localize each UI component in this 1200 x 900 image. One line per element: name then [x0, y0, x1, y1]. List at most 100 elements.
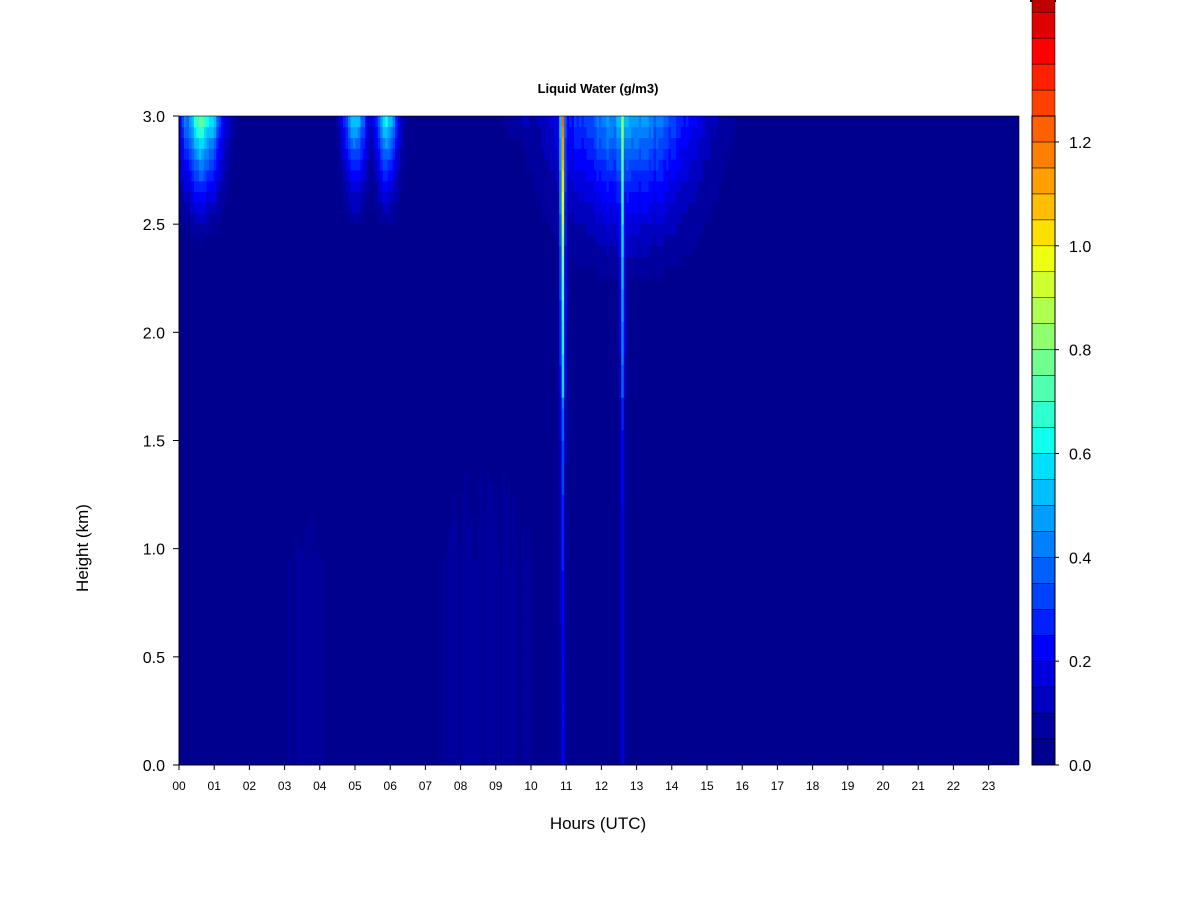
- heatmap-cell: [561, 537, 565, 550]
- heatmap-cell: [698, 202, 702, 214]
- heatmap-cell: [564, 710, 568, 723]
- heatmap-cell: [479, 754, 483, 766]
- heatmap-cell: [648, 213, 652, 225]
- heatmap-cell: [487, 570, 490, 582]
- heatmap-cell: [300, 624, 304, 636]
- heatmap-cell: [454, 581, 458, 593]
- heatmap-cell: [643, 267, 647, 279]
- heatmap-cell: [598, 170, 602, 182]
- heatmap-cell: [608, 234, 612, 247]
- heatmap-cell: [561, 386, 565, 398]
- heatmap-cell: [574, 148, 577, 160]
- heatmap-cell: [467, 710, 471, 723]
- heatmap-cell: [213, 213, 217, 225]
- heatmap-cell: [489, 537, 493, 550]
- heatmap-cell: [653, 126, 657, 139]
- heatmap-cell: [509, 624, 513, 636]
- heatmap-cell: [504, 581, 508, 593]
- x-tick-label: 19: [841, 779, 855, 793]
- x-tick-label: 21: [912, 779, 926, 793]
- heatmap-cell: [305, 570, 309, 582]
- heatmap-cell: [618, 267, 622, 279]
- heatmap-cell: [489, 548, 493, 560]
- heatmap-cell: [447, 602, 451, 614]
- heatmap-cell: [487, 516, 490, 528]
- heatmap-cell: [621, 289, 625, 301]
- heatmap-cell: [345, 191, 349, 203]
- heatmap-cell: [698, 137, 702, 149]
- heatmap-cell: [618, 743, 622, 755]
- heatmap-cell: [606, 256, 610, 268]
- heatmap-cell: [556, 159, 560, 171]
- heatmap-cell: [509, 126, 513, 139]
- heatmap-cell: [467, 537, 471, 550]
- heatmap-cell: [201, 234, 205, 247]
- heatmap-cell: [497, 721, 500, 733]
- heatmap-cell: [196, 126, 200, 139]
- heatmap-cell: [621, 754, 625, 766]
- heatmap-cell: [506, 624, 510, 636]
- heatmap-cell: [621, 213, 625, 225]
- heatmap-cell: [467, 754, 471, 766]
- heatmap-cell: [656, 180, 659, 193]
- heatmap-cell: [631, 137, 635, 149]
- heatmap-cell: [675, 256, 679, 268]
- heatmap-cell: [514, 602, 518, 614]
- heatmap-cell: [561, 299, 565, 312]
- heatmap-cell: [613, 202, 617, 214]
- heatmap-cell: [186, 202, 190, 214]
- heatmap-cell: [203, 224, 207, 236]
- heatmap-cell: [559, 732, 563, 744]
- colorbar-swatch: [1031, 323, 1056, 350]
- heatmap-cell: [574, 202, 577, 214]
- heatmap-cell: [598, 159, 602, 171]
- heatmap-cell: [526, 689, 530, 701]
- heatmap-cell: [621, 527, 625, 539]
- heatmap-cell: [288, 678, 292, 690]
- heatmap-cell: [467, 570, 471, 582]
- heatmap-cell: [213, 159, 217, 171]
- heatmap-cell: [402, 148, 406, 160]
- heatmap-cell: [295, 624, 299, 636]
- heatmap-cell: [631, 170, 635, 182]
- heatmap-cell: [623, 224, 627, 236]
- heatmap-cell: [641, 202, 645, 214]
- heatmap-cell: [357, 213, 361, 225]
- heatmap-cell: [663, 234, 667, 247]
- heatmap-cell: [447, 732, 451, 744]
- heatmap-cell: [673, 256, 677, 268]
- heatmap-cell: [703, 116, 707, 128]
- heatmap-cell: [213, 224, 217, 236]
- heatmap-cell: [526, 754, 530, 766]
- heatmap-cell: [571, 202, 575, 214]
- heatmap-cell: [623, 678, 627, 690]
- heatmap-cell: [442, 743, 446, 755]
- heatmap-cell: [467, 559, 471, 571]
- heatmap-cell: [628, 245, 632, 258]
- heatmap-cell: [487, 483, 490, 495]
- heatmap-cell: [300, 559, 304, 571]
- heatmap-cell: [633, 148, 637, 160]
- heatmap-cell: [663, 213, 667, 225]
- heatmap-cell: [467, 624, 471, 636]
- heatmap-cell: [345, 148, 349, 160]
- heatmap-cell: [382, 213, 386, 225]
- heatmap-cell: [601, 126, 605, 139]
- heatmap-cell: [308, 667, 312, 679]
- heatmap-cell: [661, 159, 664, 171]
- heatmap-cell: [606, 234, 610, 247]
- heatmap-cell: [320, 646, 324, 658]
- heatmap-cell: [208, 213, 212, 225]
- heatmap-cell: [581, 137, 585, 149]
- heatmap-cell: [688, 170, 692, 182]
- heatmap-cell: [628, 116, 632, 128]
- heatmap-cell: [342, 191, 346, 203]
- heatmap-cell: [288, 602, 292, 614]
- heatmap-cell: [653, 180, 657, 193]
- heatmap-cell: [680, 116, 684, 128]
- heatmap-cell: [705, 191, 709, 203]
- heatmap-cell: [564, 180, 568, 193]
- heatmap-cell: [695, 234, 699, 247]
- heatmap-cell: [452, 678, 456, 690]
- heatmap-cell: [670, 148, 674, 160]
